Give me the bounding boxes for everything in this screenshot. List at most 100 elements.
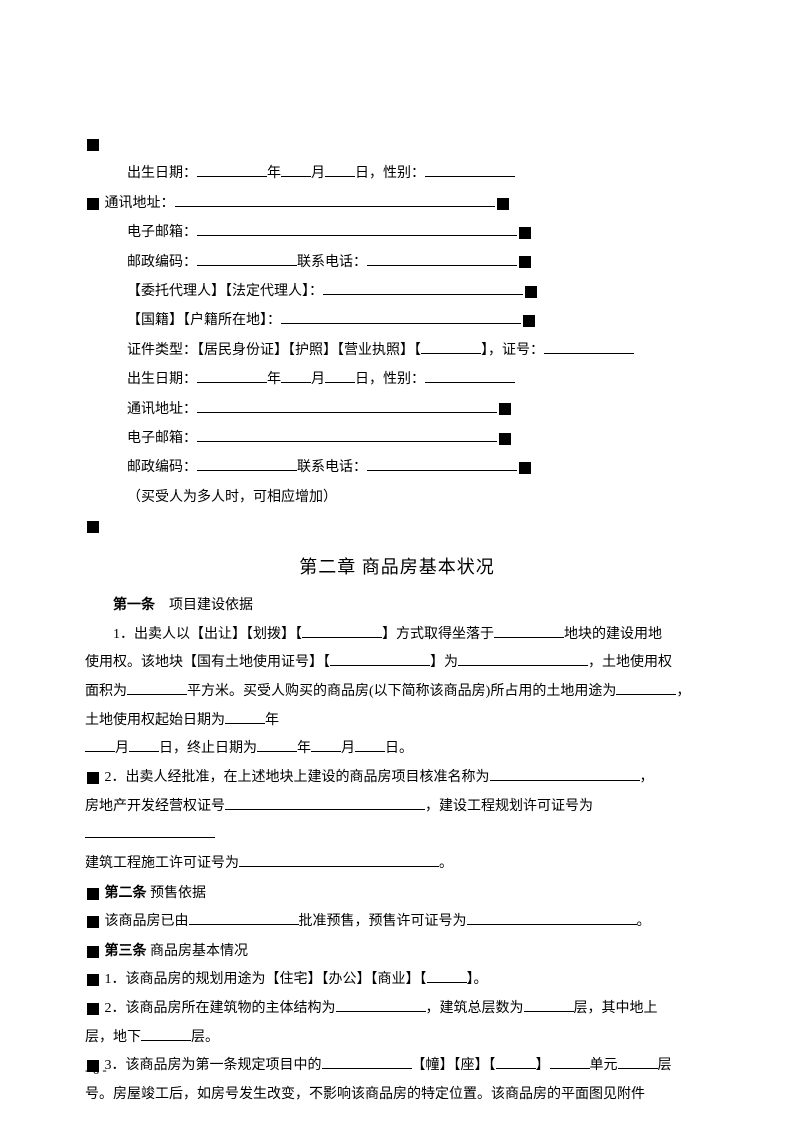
text: 层。 xyxy=(191,1030,219,1045)
marker-line xyxy=(85,130,709,159)
blank-phone xyxy=(367,455,517,472)
block-icon xyxy=(523,315,535,327)
label-idtype: 证件类型：【居民身份证】【护照】【营业执照】【 xyxy=(127,343,421,358)
label-gender: ，性别： xyxy=(369,372,425,387)
blank xyxy=(311,736,341,753)
article3-title: 第三条 商品房基本情况 xyxy=(85,937,709,966)
article3-p3: 层，地下 层。 xyxy=(85,1024,709,1053)
label-birthdate: 出生日期： xyxy=(127,372,197,387)
article2-title: 第二条 预售依据 xyxy=(85,879,709,908)
blank-email xyxy=(197,425,497,442)
text: 土地使用权起始日期为 xyxy=(85,713,225,728)
blank xyxy=(322,1053,412,1070)
text: 层 xyxy=(658,1058,672,1073)
text: 3．该商品房为第一条规定项目中的 xyxy=(105,1058,322,1073)
blank-email xyxy=(197,219,517,236)
block-icon xyxy=(519,227,531,239)
text: 平方米。买受人购买的商品房(以下简称该商品房)所占用的土地用途为 xyxy=(187,684,616,699)
text: ，建设工程规划许可证号为 xyxy=(425,799,593,814)
address-line: 通讯地址： xyxy=(85,189,709,218)
label-address: 通讯地址： xyxy=(105,196,175,211)
text: 【幢】【座】【 xyxy=(412,1058,496,1073)
text: 建筑工程施工许可证号为 xyxy=(85,856,239,871)
blank-agent xyxy=(323,278,523,295)
block-icon xyxy=(525,286,537,298)
text: 号。房屋竣工后，如房号发生改变，不影响该商品房的特定位置。该商品房的平面图见附件 xyxy=(85,1087,645,1102)
blank-gender xyxy=(425,366,515,383)
text: 面积为 xyxy=(85,684,127,699)
article3-subtitle: 商品房基本情况 xyxy=(150,944,248,959)
label-postal: 邮政编码： xyxy=(127,460,197,475)
text: 房地产开发经营权证号 xyxy=(85,799,225,814)
blank-address xyxy=(197,396,497,413)
text: 地块的建设用地 xyxy=(564,627,662,642)
article1-p4: 土地使用权起始日期为 年 xyxy=(85,707,709,736)
label-year: 年 xyxy=(267,166,281,181)
blank-day xyxy=(325,161,355,178)
block-icon xyxy=(87,521,99,533)
text: 年 xyxy=(265,713,279,728)
text: 日，终止日期为 xyxy=(159,741,257,756)
article3-p5: 号。房屋竣工后，如房号发生改变，不影响该商品房的特定位置。该商品房的平面图见附件 xyxy=(85,1081,709,1110)
article3-p4: 3．该商品房为第一条规定项目中的【幢】【座】【】单元层 xyxy=(85,1052,709,1081)
text: ， xyxy=(676,684,690,699)
blank-year xyxy=(197,366,267,383)
blank xyxy=(257,736,297,753)
text: ，土地使用权 xyxy=(588,655,672,670)
blank xyxy=(550,1053,590,1070)
blank xyxy=(618,1053,658,1070)
blank-day xyxy=(325,366,355,383)
label-idtype2: 】，证号： xyxy=(481,343,544,358)
block-icon xyxy=(87,974,99,986)
blank xyxy=(225,707,265,724)
article1-p7: 房地产开发经营权证号 ，建设工程规划许可证号为 xyxy=(85,793,709,850)
text: 。 xyxy=(637,914,651,929)
text: 】为 xyxy=(430,655,458,670)
text: 】方式取得坐落于 xyxy=(382,627,494,642)
postal-line-2: 邮政编码：联系电话： xyxy=(85,453,709,482)
blank xyxy=(129,736,159,753)
blank xyxy=(616,678,676,695)
text: 2．该商品房所在建筑物的主体结构为 xyxy=(105,1001,336,1016)
text: 日。 xyxy=(385,741,413,756)
text: 月 xyxy=(115,741,129,756)
block-icon xyxy=(499,403,511,415)
article1-p1: 1．出卖人以【出让】【划拨】【】方式取得坐落于地块的建设用地 xyxy=(85,621,709,650)
block-icon xyxy=(87,946,99,958)
postal-line: 邮政编码：联系电话： xyxy=(85,248,709,277)
note-text: （买受人为多人时，可相应增加） xyxy=(127,490,337,505)
article3-p2: 2．该商品房所在建筑物的主体结构为，建筑总层数为层，其中地上 xyxy=(85,995,709,1024)
blank-gender xyxy=(425,161,515,178)
birthdate-line: 出生日期：年月日，性别： xyxy=(85,159,709,188)
agent-line: 【委托代理人】【法定代理人】： xyxy=(85,277,709,306)
blank-address xyxy=(175,190,495,207)
text: ， xyxy=(640,770,654,785)
chapter-title: 第二章 商品房基本状况 xyxy=(85,549,709,587)
blank xyxy=(336,995,426,1012)
text: 批准预售，预售许可证号为 xyxy=(299,914,467,929)
idtype-line: 证件类型：【居民身份证】【护照】【营业执照】【 】，证号： xyxy=(85,336,709,365)
blank xyxy=(330,650,430,667)
text: 月 xyxy=(341,741,355,756)
blank-nationality xyxy=(281,308,521,325)
block-icon xyxy=(519,462,531,474)
label-email: 电子邮箱： xyxy=(127,431,197,446)
blank-year xyxy=(197,161,267,178)
label-day: 日 xyxy=(355,166,369,181)
block-icon xyxy=(87,139,99,151)
block-icon xyxy=(519,256,531,268)
blank-phone xyxy=(367,249,517,266)
text: 层，其中地上 xyxy=(574,1001,658,1016)
label-address: 通讯地址： xyxy=(127,402,197,417)
note-line: （买受人为多人时，可相应增加） xyxy=(85,483,709,512)
address-line-2: 通讯地址： xyxy=(85,395,709,424)
page-number: - 6 - xyxy=(85,1056,107,1083)
label-month: 月 xyxy=(311,372,325,387)
block-icon xyxy=(87,772,99,784)
text: 2．出卖人经批准，在上述地块上建设的商品房项目核准名称为 xyxy=(105,770,490,785)
blank xyxy=(302,621,382,638)
text: 层，地下 xyxy=(85,1030,141,1045)
label-email: 电子邮箱： xyxy=(127,225,197,240)
label-phone: 联系电话： xyxy=(297,255,367,270)
blank-month xyxy=(281,366,311,383)
